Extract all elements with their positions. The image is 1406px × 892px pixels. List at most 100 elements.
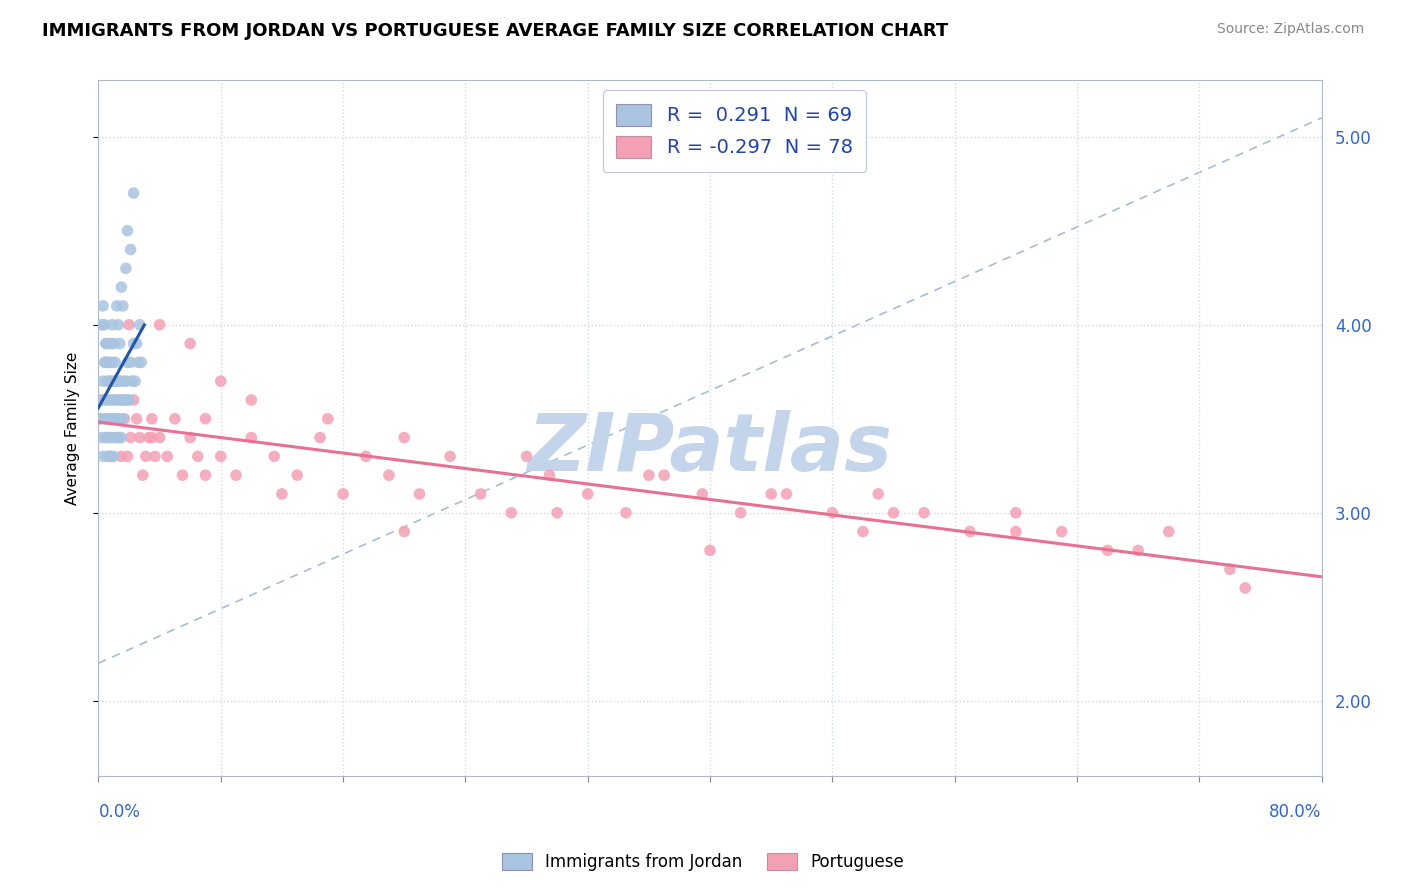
- Point: [94, 392, 117, 407]
- Text: Source: ZipAtlas.com: Source: ZipAtlas.com: [1216, 22, 1364, 37]
- Point: [1097, 543, 1119, 558]
- Text: ZIPatlas: ZIPatlas: [527, 410, 893, 488]
- Point: [132, 468, 155, 483]
- Point: [111, 299, 134, 313]
- Point: [179, 431, 201, 445]
- Point: [91, 299, 114, 313]
- Point: [111, 374, 134, 388]
- Point: [108, 336, 131, 351]
- Point: [120, 243, 142, 257]
- Point: [90, 318, 112, 332]
- Point: [637, 468, 661, 483]
- Point: [103, 450, 125, 464]
- Point: [408, 487, 430, 501]
- Point: [117, 450, 139, 464]
- Point: [378, 468, 401, 483]
- Point: [172, 468, 194, 483]
- Point: [576, 487, 599, 501]
- Point: [115, 374, 138, 388]
- Point: [149, 431, 172, 445]
- Point: [89, 411, 111, 425]
- Point: [97, 450, 120, 464]
- Point: [90, 392, 112, 407]
- Point: [125, 336, 148, 351]
- Point: [111, 411, 134, 425]
- Point: [94, 336, 117, 351]
- Point: [100, 411, 122, 425]
- Point: [107, 431, 129, 445]
- Point: [101, 392, 124, 407]
- Point: [89, 411, 111, 425]
- Point: [98, 450, 121, 464]
- Point: [263, 450, 285, 464]
- Point: [117, 355, 139, 369]
- Text: 0.0%: 0.0%: [98, 803, 141, 821]
- Point: [108, 374, 131, 388]
- Point: [614, 506, 637, 520]
- Point: [209, 374, 232, 388]
- Text: 80.0%: 80.0%: [1270, 803, 1322, 821]
- Point: [546, 506, 568, 520]
- Point: [112, 411, 135, 425]
- Point: [101, 318, 124, 332]
- Point: [101, 411, 124, 425]
- Point: [100, 450, 122, 464]
- Point: [105, 374, 128, 388]
- Point: [93, 318, 115, 332]
- Point: [112, 392, 135, 407]
- Point: [117, 224, 139, 238]
- Point: [103, 374, 125, 388]
- Point: [93, 411, 115, 425]
- Point: [163, 411, 186, 425]
- Point: [104, 355, 127, 369]
- Point: [209, 450, 232, 464]
- Point: [118, 318, 141, 332]
- Point: [225, 468, 247, 483]
- Point: [316, 411, 339, 425]
- Legend: Immigrants from Jordan, Portuguese: Immigrants from Jordan, Portuguese: [494, 845, 912, 880]
- Point: [94, 431, 117, 445]
- Point: [959, 524, 981, 539]
- Point: [120, 431, 142, 445]
- Point: [108, 411, 131, 425]
- Point: [107, 431, 129, 445]
- Point: [121, 374, 143, 388]
- Point: [128, 318, 150, 332]
- Point: [138, 431, 160, 445]
- Point: [115, 261, 138, 276]
- Point: [501, 506, 523, 520]
- Point: [104, 392, 127, 407]
- Point: [270, 487, 292, 501]
- Point: [107, 318, 129, 332]
- Point: [912, 506, 935, 520]
- Legend: R =  0.291  N = 69, R = -0.297  N = 78: R = 0.291 N = 69, R = -0.297 N = 78: [603, 90, 866, 172]
- Point: [122, 336, 145, 351]
- Point: [91, 392, 114, 407]
- Point: [122, 392, 145, 407]
- Point: [821, 506, 844, 520]
- Point: [775, 487, 797, 501]
- Point: [309, 431, 332, 445]
- Point: [110, 450, 132, 464]
- Point: [90, 431, 112, 445]
- Point: [179, 336, 201, 351]
- Point: [104, 374, 127, 388]
- Point: [1128, 543, 1150, 558]
- Point: [110, 431, 132, 445]
- Point: [94, 336, 117, 351]
- Point: [110, 280, 132, 294]
- Point: [1004, 524, 1026, 539]
- Point: [97, 374, 120, 388]
- Point: [883, 506, 905, 520]
- Point: [93, 355, 115, 369]
- Point: [285, 468, 308, 483]
- Point: [1004, 506, 1026, 520]
- Point: [332, 487, 354, 501]
- Point: [759, 487, 782, 501]
- Point: [110, 392, 132, 407]
- Point: [1234, 581, 1257, 595]
- Point: [868, 487, 890, 501]
- Point: [1157, 524, 1180, 539]
- Point: [699, 543, 721, 558]
- Point: [101, 355, 124, 369]
